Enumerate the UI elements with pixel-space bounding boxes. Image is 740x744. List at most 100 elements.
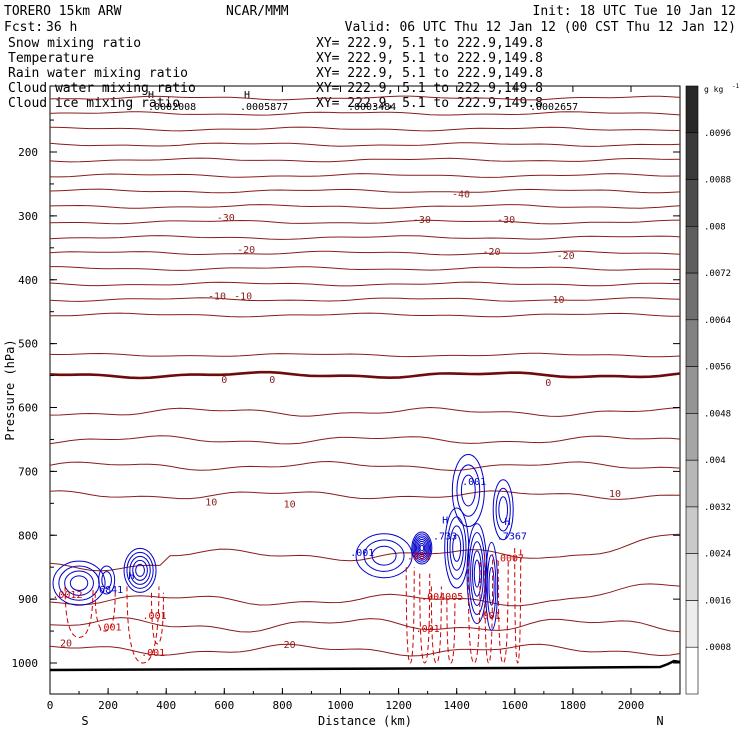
cloud-water-contour [495, 487, 511, 532]
isotherm-line [49, 111, 681, 116]
cloud-water-contour [418, 542, 426, 554]
top-value-4: .0002657 [530, 102, 578, 113]
colorbar-swatch [685, 179, 699, 227]
rain-label: .001 [143, 611, 167, 622]
temperature-label: -10 [546, 295, 564, 306]
cloud-water-labels: .001 H .733 H .7367 .001 .6841 H [93, 477, 527, 596]
cloud-water-contour [411, 531, 433, 565]
isotherm-line [49, 297, 681, 302]
rain-label: .001 [141, 648, 165, 659]
legend-label-cloud-water: Cloud water mixing ratio [8, 81, 196, 96]
isotherm-line [49, 204, 681, 209]
top-value-2: .0005877 [240, 102, 288, 113]
top-value-labels: .0002008 .0005877 .0003484 .0002657 H H [148, 90, 578, 113]
cloud-water-contour [64, 570, 94, 596]
isotherm-line [49, 142, 681, 147]
isotherm-line [50, 266, 681, 271]
isotherm-line [49, 157, 681, 163]
cloud-water-contour [419, 544, 425, 552]
isotherm-line [49, 188, 681, 194]
rain-label: .004005 [421, 592, 463, 603]
legend-xy-cloud-ice: XY= 222.9, 5.1 to 222.9,149.8 [316, 96, 543, 111]
colorbar-label: .004 [704, 456, 726, 466]
isotherm-line [49, 406, 681, 417]
cloud-water-contour [492, 479, 514, 541]
colorbar-label: .0088 [704, 176, 731, 186]
isotherm-line [49, 370, 681, 380]
colorbar-swatch [685, 553, 699, 601]
colorbar-label: .0072 [704, 269, 731, 279]
center-title: NCAR/MMM [226, 4, 289, 19]
colorbar: .0096 .0088 .008 .0072 .0064 .0056 .0048 .004 .0… [685, 85, 731, 695]
rain-label: .001 [416, 624, 440, 635]
cloud-water-contour [488, 566, 495, 606]
cloud-water-contour [456, 464, 481, 517]
top-value-3: .0003484 [348, 102, 396, 113]
temperature-label: -30 [497, 215, 515, 226]
legend-xy-temperature: XY= 222.9, 5.1 to 222.9,149.8 [316, 51, 543, 66]
temperature-label: 20 [60, 639, 72, 650]
temperature-label: -30 [217, 213, 235, 224]
cloud-water-contour [472, 550, 483, 597]
temperature-label: -30 [413, 215, 431, 226]
colorbar-unit-exp: -1 [732, 83, 740, 90]
colorbar-label: .0024 [704, 550, 731, 560]
cloud-water-label: .001 [462, 477, 486, 488]
plot-area [49, 85, 681, 695]
isotherm-line [49, 250, 681, 256]
cloud-water-contour [132, 559, 148, 581]
x-tick-label: 600 [214, 699, 234, 712]
colorbar-swatch [685, 600, 699, 648]
cloud-water-label: .6841 [93, 585, 123, 596]
cloud-water-contour [371, 545, 397, 566]
colorbar-label: .008 [704, 222, 726, 232]
rain-water-contour [484, 554, 494, 664]
legend-label-rain: Rain water mixing ratio [8, 66, 188, 81]
colorbar-swatch [685, 226, 699, 274]
x-tick-label: 1600 [502, 699, 529, 712]
cloud-water-contour [486, 554, 497, 619]
isotherm-line [49, 219, 681, 225]
colorbar-swatch [685, 459, 699, 508]
colorbar-label: .0016 [704, 597, 731, 607]
temperature-label: 0 [221, 375, 227, 386]
colorbar-swatch [685, 506, 699, 554]
cloud-water-contour [460, 474, 476, 507]
isotherm-line [49, 312, 680, 318]
colorbar-swatch [685, 366, 699, 414]
rain-water-contour [497, 560, 509, 664]
cloud-water-contour [101, 571, 112, 589]
rain-water-contour [446, 599, 456, 664]
colorbar-label: .0096 [704, 129, 731, 139]
temperature-labels: -40 -30 -30 -30 -20 -20 -20 -10 -10 -10 0 0 0 10 10 10 2… [60, 190, 621, 651]
legend-label-temperature: Temperature [8, 51, 94, 66]
temperature-label: -20 [237, 245, 255, 256]
cloud-water-contour [414, 537, 429, 559]
colorbar-unit: g kg [704, 85, 723, 94]
temperature-label: -40 [452, 190, 470, 201]
rain-label: .001 [407, 552, 431, 563]
y-tick-label: 800 [18, 529, 38, 542]
y-tick-label: 500 [18, 338, 38, 351]
rain-water-contours [64, 548, 522, 664]
isotherm-line [49, 95, 681, 101]
y-tick-label: 1000 [12, 657, 39, 670]
cloud-water-contour [446, 516, 467, 580]
cloud-water-contour [473, 559, 481, 588]
colorbar-swatch [685, 85, 699, 134]
y-tick-label: 300 [18, 210, 38, 223]
rain-label: .001 [477, 611, 501, 622]
cloud-water-contour [126, 551, 154, 589]
isotherm-line [49, 281, 680, 287]
colorbar-label: .0032 [704, 503, 731, 513]
cloud-water-label: H [442, 515, 448, 526]
model-title: TORERO 15km ARW [4, 4, 122, 19]
top-value-1: .0002008 [148, 102, 196, 113]
x-tick-label: 1200 [385, 699, 412, 712]
init-time: Init: 18 UTC Tue 10 Jan 12 [533, 4, 737, 19]
cloud-water-contour [413, 535, 430, 561]
isotherm-line [49, 235, 681, 240]
cloud-water-contour [135, 563, 145, 577]
temperature-label: -10 [234, 292, 252, 303]
